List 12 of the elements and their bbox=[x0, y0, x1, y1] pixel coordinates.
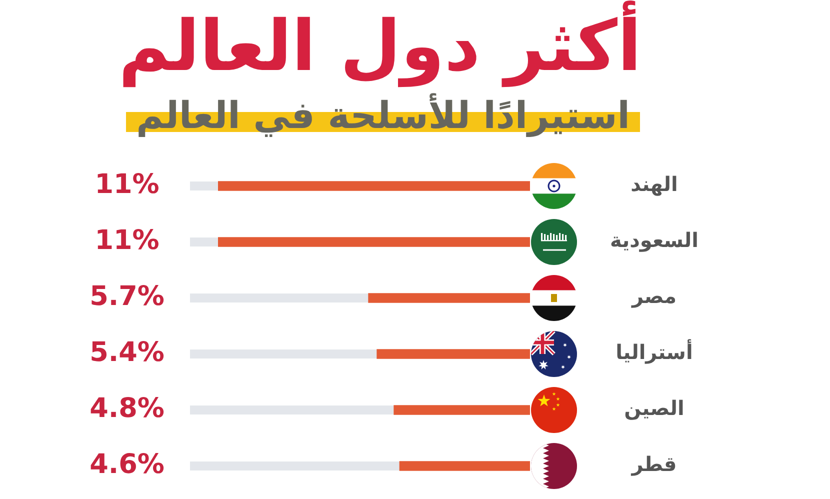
data-label: 4.8% bbox=[90, 393, 164, 424]
y-tick-label: الصين bbox=[624, 396, 684, 420]
y-tick-label: السعودية bbox=[610, 228, 698, 252]
data-label: 11% bbox=[94, 225, 160, 256]
y-tick-label: الهند bbox=[630, 172, 678, 196]
data-label: 5.7% bbox=[90, 281, 164, 312]
data-label: 5.4% bbox=[90, 337, 164, 368]
data-label: 11% bbox=[94, 169, 160, 200]
y-tick-label: مصر bbox=[630, 284, 676, 308]
data-label: 4.6% bbox=[90, 449, 164, 480]
y-tick-label: قطر bbox=[630, 452, 677, 476]
y-tick-label: أستراليا bbox=[616, 339, 693, 364]
